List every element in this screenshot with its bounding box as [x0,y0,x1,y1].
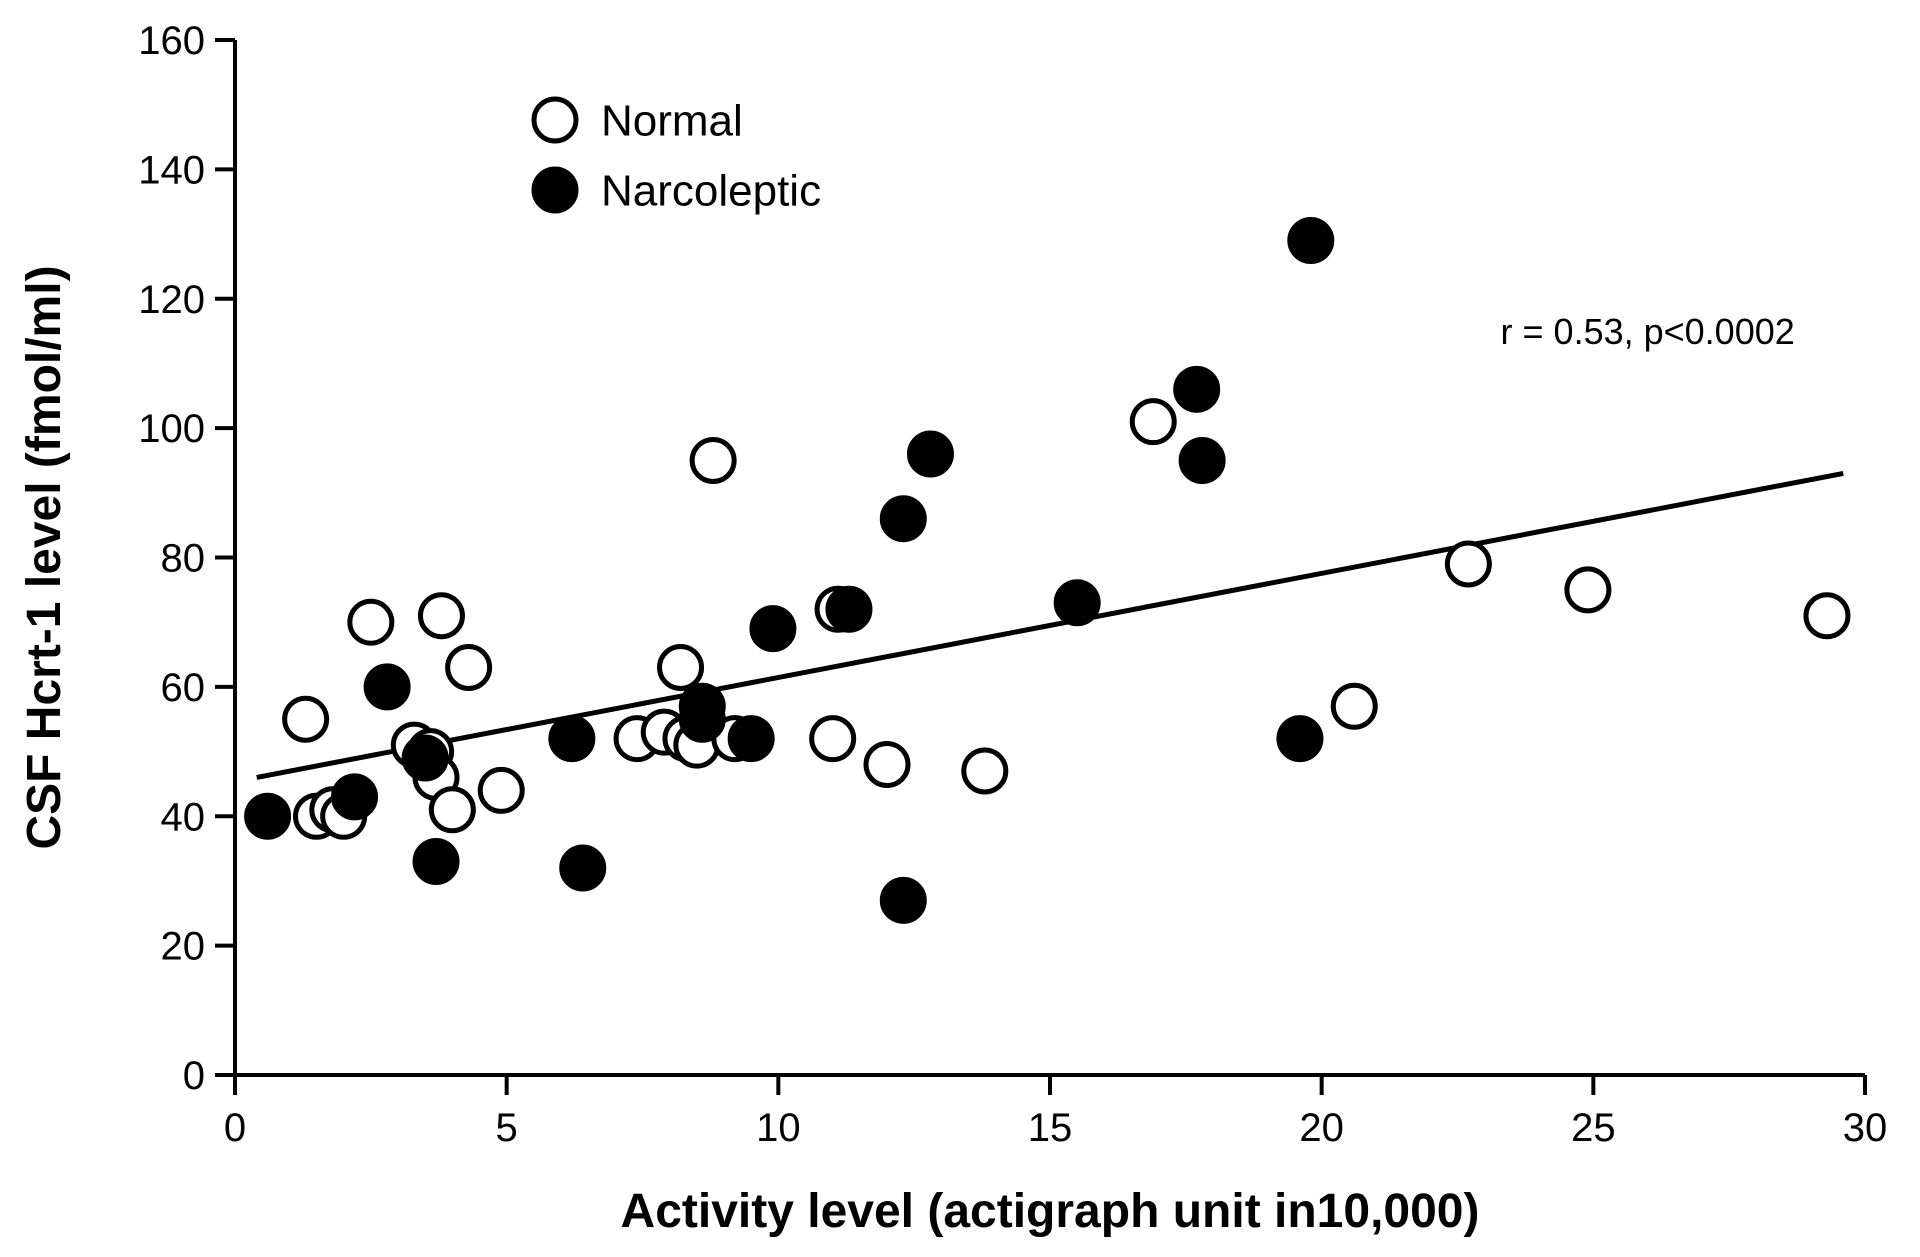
point-narcoleptic [334,776,376,818]
point-normal [660,646,702,688]
point-normal [448,646,490,688]
x-tick-label: 15 [1028,1106,1073,1150]
point-normal [812,718,854,760]
point-normal [285,698,327,740]
scatter-chart: 0 5 10 15 20 25 30 0 20 40 60 80 100 120 140 160 Activit… [0,0,1920,1257]
legend-marker [534,169,576,211]
point-normal [1806,595,1848,637]
x-tick-label: 0 [224,1106,246,1150]
point-narcoleptic [551,718,593,760]
point-narcoleptic [882,498,924,540]
point-narcoleptic [247,795,289,837]
point-narcoleptic [1176,368,1218,410]
legend-label: Narcoleptic [601,166,821,215]
y-tick-label: 120 [138,278,205,322]
x-axis-title: Activity level (actigraph unit in10,000) [621,1185,1480,1238]
point-narcoleptic [882,879,924,921]
point-normal [866,744,908,786]
point-normal [480,769,522,811]
y-tick-label: 80 [161,537,206,581]
point-narcoleptic [828,588,870,630]
point-narcoleptic [1056,582,1098,624]
correlation-annotation: r = 0.53, p<0.0002 [1501,311,1795,352]
point-normal [692,439,734,481]
x-tick-label: 30 [1843,1106,1888,1150]
y-tick-label: 140 [138,148,205,192]
point-narcoleptic [681,698,723,740]
point-narcoleptic [730,718,772,760]
point-normal [431,789,473,831]
point-normal [1132,401,1174,443]
point-normal [964,750,1006,792]
y-tick-label: 160 [138,19,205,63]
x-tick-label: 5 [496,1106,518,1150]
point-normal [420,595,462,637]
point-narcoleptic [1181,439,1223,481]
chart-bg [0,0,1920,1257]
point-normal [350,601,392,643]
point-narcoleptic [404,737,446,779]
point-normal [1333,685,1375,727]
point-normal [1567,569,1609,611]
legend-marker [534,99,576,141]
point-normal [1447,543,1489,585]
point-narcoleptic [366,666,408,708]
point-narcoleptic [562,847,604,889]
point-narcoleptic [909,433,951,475]
x-tick-label: 25 [1571,1106,1616,1150]
point-narcoleptic [1279,718,1321,760]
y-tick-label: 0 [183,1054,205,1098]
y-tick-label: 40 [161,795,206,839]
point-narcoleptic [1290,220,1332,262]
legend-label: Normal [601,96,743,145]
x-tick-label: 20 [1299,1106,1344,1150]
point-narcoleptic [415,841,457,883]
y-tick-label: 60 [161,666,206,710]
x-tick-label: 10 [756,1106,801,1150]
point-narcoleptic [752,608,794,650]
y-axis-title: CSF Hcrt-1 level (fmol/ml) [18,265,71,849]
y-tick-label: 100 [138,407,205,451]
y-tick-label: 20 [161,925,206,969]
